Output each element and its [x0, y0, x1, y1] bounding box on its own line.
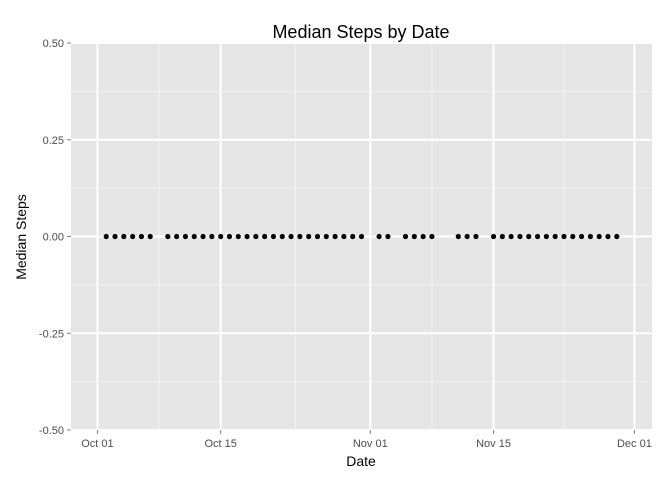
y-tick-label: -0.50: [39, 425, 64, 437]
data-point: [614, 233, 620, 240]
data-point: [182, 233, 189, 240]
data-point: [323, 233, 329, 240]
data-point: [174, 233, 180, 240]
x-axis: Oct 01 Oct 15 Nov 01 Nov 15 Dec 01: [81, 430, 652, 450]
y-tick-label: 0.25: [43, 135, 64, 147]
data-point: [226, 233, 233, 240]
data-point: [147, 233, 153, 240]
y-axis: 0.50 0.25 0.00 -0.25 -0.50: [39, 38, 71, 437]
y-tick-label: -0.25: [39, 328, 64, 340]
data-point: [587, 233, 593, 240]
data-point: [517, 233, 523, 240]
data-point: [112, 233, 118, 240]
data-point: [297, 233, 303, 240]
data-point: [209, 233, 215, 240]
data-point: [508, 233, 514, 240]
data-point: [526, 233, 532, 240]
data-point: [306, 233, 312, 240]
x-tick-label: Nov 01: [353, 438, 388, 450]
data-point: [103, 233, 109, 240]
data-point: [473, 233, 479, 240]
data-point: [341, 233, 347, 240]
data-point: [218, 233, 224, 240]
data-point: [138, 233, 145, 240]
data-point: [191, 233, 197, 240]
data-point: [279, 233, 285, 240]
data-point: [534, 233, 541, 240]
data-point: [543, 233, 549, 240]
data-point: [165, 233, 171, 240]
data-point: [490, 233, 497, 240]
data-point: [244, 233, 250, 240]
data-point: [376, 233, 382, 240]
data-point: [552, 233, 558, 240]
data-point: [253, 233, 259, 240]
data-point: [429, 233, 435, 240]
data-point: [358, 233, 365, 240]
data-point: [200, 233, 206, 240]
data-point: [288, 233, 294, 240]
data-point: [385, 233, 391, 240]
data-point: [402, 233, 409, 240]
x-tick-label: Oct 01: [81, 438, 113, 450]
y-tick-label: 0.00: [43, 232, 64, 244]
data-point: [130, 233, 136, 240]
data-point: [578, 233, 585, 240]
x-tick-label: Oct 15: [204, 438, 236, 450]
data-point: [235, 233, 241, 240]
data-point: [350, 233, 356, 240]
data-point: [314, 233, 321, 240]
x-tick-label: Nov 15: [476, 438, 511, 450]
data-point: [262, 233, 268, 240]
data-point: [332, 233, 338, 240]
data-point: [570, 233, 576, 240]
data-point: [561, 233, 567, 240]
data-point: [499, 233, 505, 240]
data-point: [121, 233, 127, 240]
data-point: [420, 233, 426, 240]
y-axis-title: Median Steps: [13, 194, 29, 280]
x-axis-title: Date: [346, 453, 376, 469]
data-point: [605, 233, 611, 240]
chart-title: Median Steps by Date: [272, 22, 449, 42]
x-tick-label: Dec 01: [617, 438, 652, 450]
data-point: [270, 233, 277, 240]
data-point: [455, 233, 461, 240]
data-point: [596, 233, 602, 240]
y-tick-label: 0.50: [43, 38, 64, 50]
data-point: [464, 233, 470, 240]
data-points: [103, 233, 620, 240]
data-point: [411, 233, 417, 240]
